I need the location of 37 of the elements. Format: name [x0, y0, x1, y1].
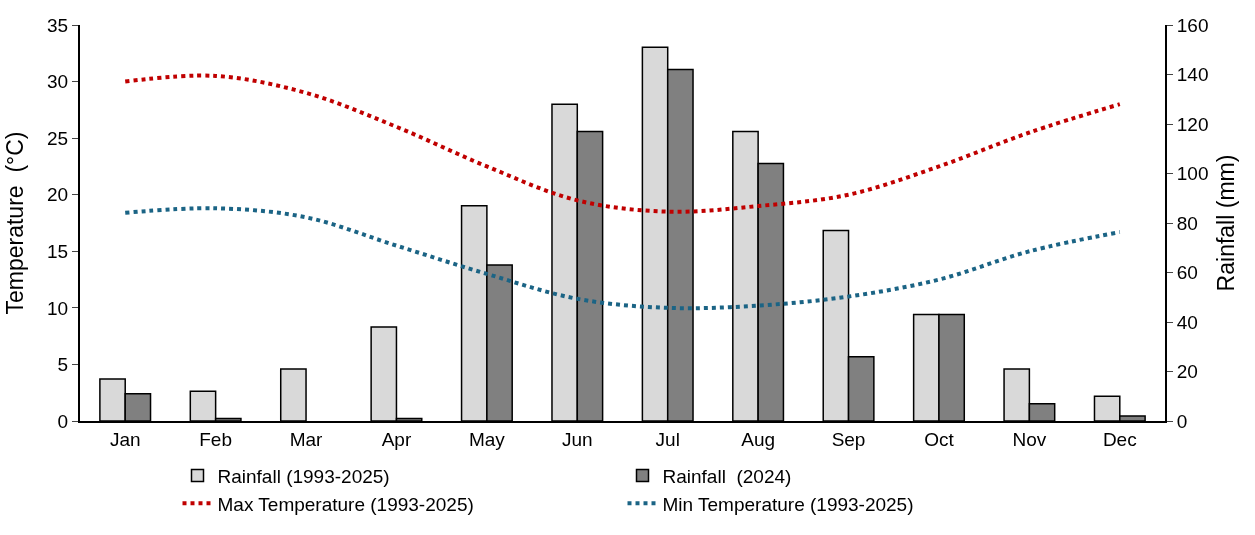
y2-tick-label: 120 [1176, 113, 1209, 135]
y-tick-label: 5 [57, 354, 69, 376]
y-tick-label: 25 [47, 127, 69, 149]
line-series [123, 73, 1122, 214]
y2-tick-label: 160 [1176, 14, 1209, 36]
y2-tick-label: 80 [1176, 212, 1198, 234]
x-tick-label: Feb [199, 428, 233, 450]
x-tick-label: Dec [1102, 428, 1137, 450]
x-tick-label: Mar [289, 428, 324, 450]
x-tick-label: Jun [561, 428, 593, 450]
legend-label: Min Temperature (1993-2025) [662, 493, 914, 515]
y-tick-label: 0 [57, 410, 69, 432]
y2-tick-label: 140 [1176, 64, 1209, 86]
x-tick-label: Nov [1012, 428, 1047, 450]
y-tick-label: 20 [47, 184, 69, 206]
legend-label: Rainfall (2024) [662, 465, 792, 487]
y2-tick-label: 100 [1176, 163, 1209, 185]
line-series [123, 206, 1122, 311]
x-tick-label: May [468, 428, 506, 450]
y-tick-label: 10 [47, 297, 69, 319]
x-tick-label: Aug [741, 428, 776, 450]
x-tick-label: Apr [381, 428, 412, 450]
x-tick-label: Jul [655, 428, 680, 450]
y2-axis-title: Rainfall (mm) [1212, 154, 1239, 292]
x-tick-label: Jan [109, 428, 141, 450]
y-axis-title: Temperature (°C) [2, 131, 28, 315]
legend-label: Rainfall (1993-2025) [217, 465, 390, 487]
x-tick-label: Sep [831, 428, 866, 450]
y-tick-label: 30 [47, 71, 69, 93]
y2-tick-label: 20 [1176, 361, 1198, 383]
x-tick-label: Oct [924, 428, 955, 450]
y2-tick-label: 60 [1176, 262, 1198, 284]
y2-tick-label: 40 [1176, 311, 1198, 333]
y-tick-label: 15 [47, 240, 69, 262]
y-tick-label: 35 [47, 14, 69, 36]
y2-tick-label: 0 [1176, 410, 1188, 432]
legend-label: Max Temperature (1993-2025) [217, 493, 474, 515]
